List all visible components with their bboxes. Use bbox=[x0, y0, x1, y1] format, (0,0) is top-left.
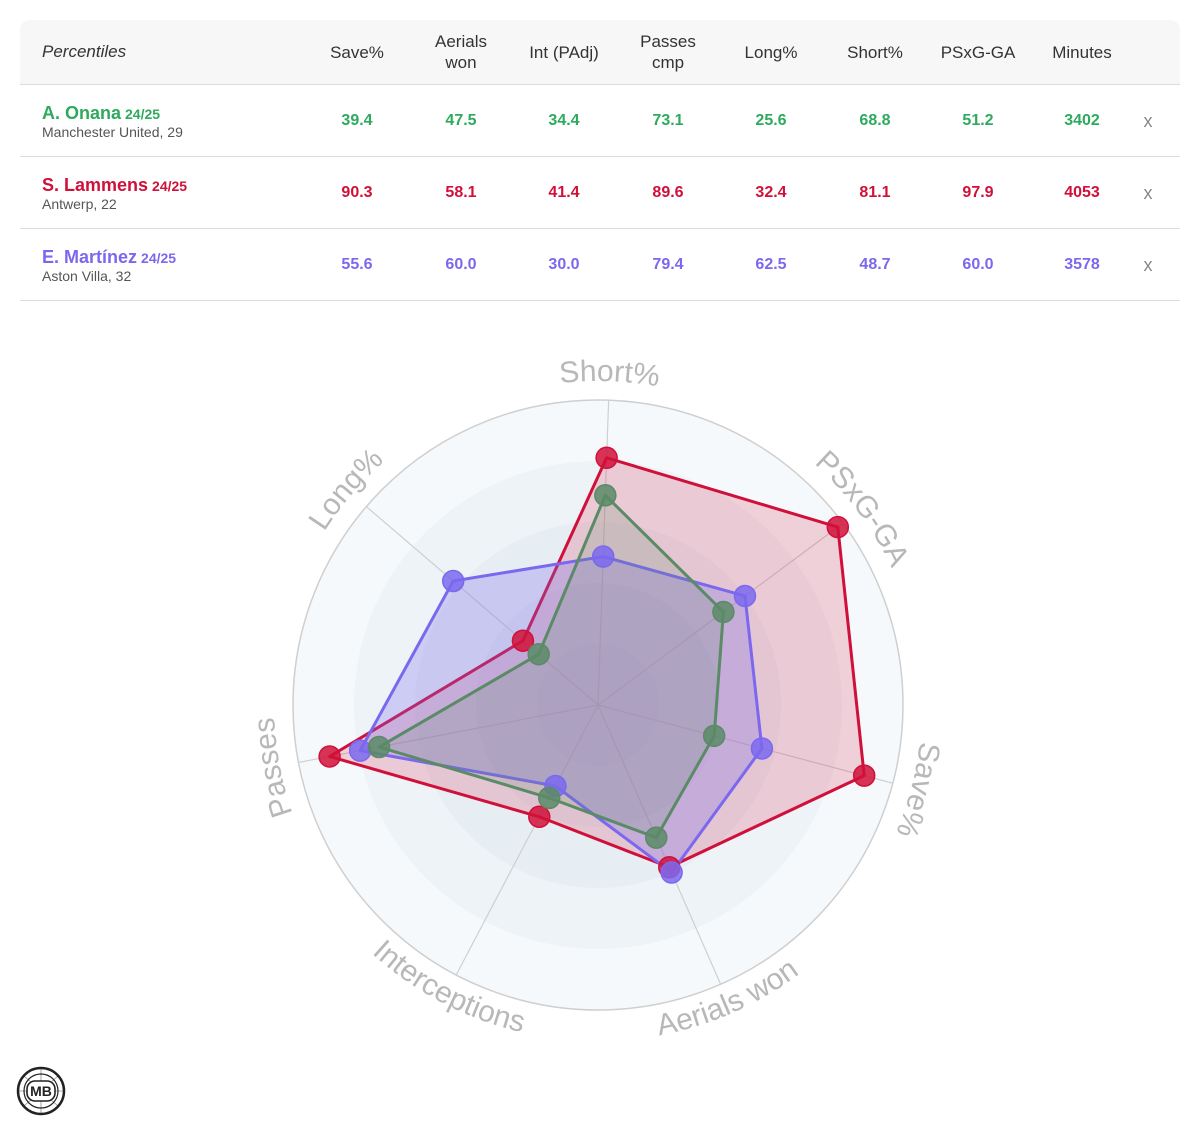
column-header-long[interactable]: Long% bbox=[721, 20, 821, 84]
radar-point bbox=[367, 735, 391, 759]
player-season: 24/25 bbox=[125, 106, 161, 122]
stat-value-short: 68.8 bbox=[859, 112, 891, 129]
column-header-line: Aerials bbox=[435, 32, 487, 51]
column-header-line: Passes bbox=[640, 32, 696, 51]
player-row: A. Onana 24/25 Manchester United, 29 39.4 47… bbox=[20, 85, 1180, 157]
player-row: S. Lammens 24/25 Antwerp, 22 90.3 58.1 41.4 89… bbox=[20, 157, 1180, 229]
column-header-minutes[interactable]: Minutes bbox=[1032, 20, 1132, 84]
stat-value-int: 34.4 bbox=[548, 112, 580, 129]
player-club: Antwerp, 22 bbox=[42, 196, 117, 212]
column-header-line: cmp bbox=[651, 53, 685, 72]
radar-point bbox=[318, 745, 341, 768]
radar-point bbox=[441, 569, 465, 593]
stat-value-short: 81.1 bbox=[859, 184, 891, 201]
radar-point bbox=[660, 861, 683, 884]
mb-logo: MB bbox=[16, 1066, 66, 1116]
axis-label: Short% bbox=[558, 355, 662, 393]
radar-series-area bbox=[328, 456, 866, 869]
column-header-line: Int (PAdj) bbox=[529, 42, 599, 62]
radar-series-area bbox=[358, 555, 764, 875]
radar-point bbox=[852, 764, 876, 787]
radar-point bbox=[511, 629, 535, 652]
radar-point bbox=[594, 484, 617, 507]
stat-value-save: 55.6 bbox=[341, 256, 373, 273]
percentiles-table: Percentiles Save% Aerials won Int (PAdj) Pas… bbox=[20, 20, 1180, 301]
radar-spoke bbox=[365, 506, 599, 706]
player-name[interactable]: E. Martínez 24/25 bbox=[42, 247, 176, 268]
radar-point bbox=[528, 805, 551, 829]
radar-point bbox=[712, 600, 735, 624]
column-header-line: Long% bbox=[744, 42, 798, 62]
axis-label: Passes bbox=[248, 717, 299, 822]
radar-series-area bbox=[377, 493, 725, 840]
column-header-short[interactable]: Short% bbox=[825, 20, 925, 84]
player-name[interactable]: A. Onana 24/25 bbox=[42, 103, 160, 124]
radar-point bbox=[702, 724, 726, 748]
radar-spoke bbox=[455, 704, 599, 976]
radar-point bbox=[645, 826, 668, 849]
stat-value-aerials: 47.5 bbox=[445, 112, 477, 129]
stat-value-psxg: 51.2 bbox=[962, 112, 994, 129]
stat-value-save: 39.4 bbox=[341, 112, 373, 129]
table-header: Percentiles Save% Aerials won Int (PAdj) Pas… bbox=[20, 20, 1180, 85]
logo-text: MB bbox=[30, 1083, 52, 1099]
remove-player-button[interactable]: x bbox=[1143, 111, 1153, 131]
radar-point bbox=[537, 786, 561, 810]
stat-value-int: 30.0 bbox=[548, 256, 580, 273]
stat-value-aerials: 58.1 bbox=[445, 184, 477, 201]
stat-value-passes: 89.6 bbox=[652, 184, 684, 201]
stat-value-long: 25.6 bbox=[755, 112, 787, 129]
radar-point bbox=[826, 515, 850, 539]
column-header-line: won bbox=[445, 53, 477, 72]
column-header-line: Minutes bbox=[1052, 42, 1112, 62]
column-header-aerials[interactable]: Aerials won bbox=[411, 20, 511, 84]
player-club: Aston Villa, 32 bbox=[42, 268, 132, 284]
radar-point bbox=[595, 446, 618, 470]
radar-spoke bbox=[298, 704, 599, 764]
stat-value-psxg: 97.9 bbox=[962, 184, 994, 201]
radar-point bbox=[527, 642, 550, 666]
column-header-line: Save% bbox=[330, 42, 384, 62]
stat-value-passes: 73.1 bbox=[652, 112, 684, 129]
stat-value-int: 41.4 bbox=[548, 184, 580, 201]
column-header-passes[interactable]: Passes cmp bbox=[618, 20, 718, 84]
stat-value-short: 48.7 bbox=[859, 256, 891, 273]
column-header-line: Short% bbox=[847, 42, 903, 62]
stat-value-psxg: 60.0 bbox=[962, 256, 994, 273]
axis-label-text: Short% bbox=[558, 355, 662, 393]
player-season: 24/25 bbox=[141, 250, 177, 266]
stat-value-long: 32.4 bbox=[755, 184, 787, 201]
column-header-line: PSxG-GA bbox=[940, 42, 1016, 62]
stat-value-aerials: 60.0 bbox=[445, 256, 477, 273]
player-club: Manchester United, 29 bbox=[42, 124, 183, 140]
column-header-int[interactable]: Int (PAdj) bbox=[514, 20, 614, 84]
player-season: 24/25 bbox=[152, 178, 188, 194]
stat-value-passes: 79.4 bbox=[652, 256, 684, 273]
player-name-text: S. Lammens bbox=[42, 175, 149, 195]
remove-player-button[interactable]: x bbox=[1143, 183, 1153, 203]
stat-value-minutes: 3402 bbox=[1064, 112, 1100, 129]
radar-point bbox=[348, 739, 372, 762]
player-name[interactable]: S. Lammens 24/25 bbox=[42, 175, 187, 196]
player-name-text: E. Martínez bbox=[42, 247, 138, 267]
table-title: Percentiles bbox=[42, 42, 127, 61]
remove-player-button[interactable]: x bbox=[1143, 255, 1153, 275]
stat-value-save: 90.3 bbox=[341, 184, 373, 201]
column-header-psxg[interactable]: PSxG-GA bbox=[928, 20, 1028, 84]
player-row: E. Martínez 24/25 Aston Villa, 32 55.6 60.0 3… bbox=[20, 229, 1180, 301]
player-name-text: A. Onana bbox=[42, 103, 122, 123]
radar-spoke bbox=[597, 704, 893, 784]
stat-value-long: 62.5 bbox=[755, 256, 787, 273]
stat-value-minutes: 4053 bbox=[1064, 184, 1100, 201]
axis-label-text: Passes bbox=[248, 717, 299, 822]
column-header-save[interactable]: Save% bbox=[307, 20, 407, 84]
radar-point bbox=[591, 545, 615, 568]
radar-point bbox=[733, 584, 757, 608]
stat-value-minutes: 3578 bbox=[1064, 256, 1100, 273]
radar-point bbox=[750, 737, 774, 760]
